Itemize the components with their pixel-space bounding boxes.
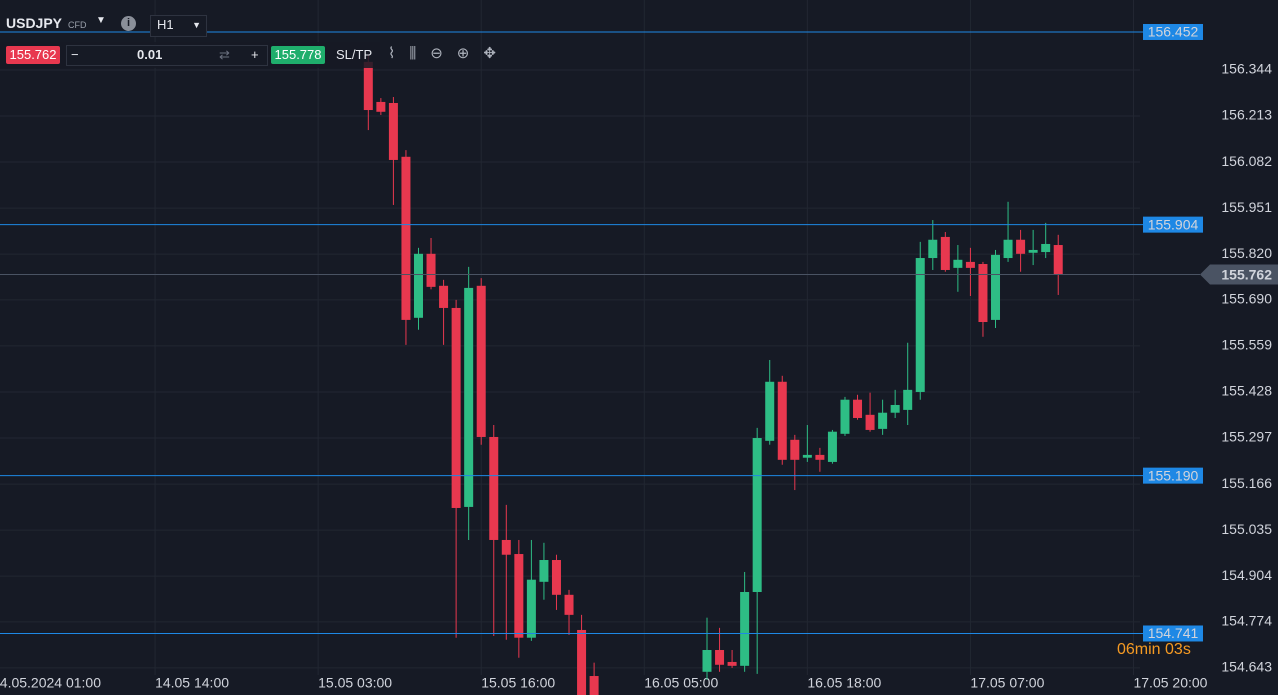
candle-body: [715, 650, 725, 665]
candle-body: [890, 404, 900, 413]
bid-button[interactable]: 155.762: [6, 46, 60, 64]
ask-button[interactable]: 155.778: [271, 46, 325, 64]
candle-body: [464, 287, 474, 507]
price-line-label: 156.452: [1148, 24, 1199, 40]
candle-body: [577, 629, 587, 695]
plus[interactable]: +: [251, 47, 259, 62]
current-price-label: 155.762: [1221, 266, 1272, 282]
symbol[interactable]: USDJPY: [6, 15, 63, 31]
candle-body: [589, 676, 599, 695]
info-icon[interactable]: i: [121, 16, 136, 31]
dropdown-arrow: ▼: [192, 20, 201, 30]
x-tick-label: 16.05 05:00: [644, 675, 718, 691]
candle-body: [878, 412, 888, 429]
y-tick-label: 155.035: [1221, 521, 1272, 537]
candle-body: [903, 389, 913, 410]
candle-body: [439, 285, 449, 308]
candle-body: [1041, 243, 1051, 253]
y-tick-label: 155.297: [1221, 429, 1272, 445]
symbol-dropdown[interactable]: ▼: [96, 15, 106, 26]
y-tick-label: 155.166: [1221, 475, 1272, 491]
candle-body: [940, 236, 950, 270]
symbol-type: CFD: [68, 20, 87, 30]
x-tick-label: 17.05 20:00: [1133, 675, 1207, 691]
price-line-label-box: [1143, 625, 1203, 642]
candle-body: [489, 436, 499, 540]
candle-body: [740, 591, 750, 666]
y-tick-label: 154.643: [1221, 659, 1272, 675]
swap-icon[interactable]: ⇄: [219, 47, 230, 62]
tool-icons[interactable]: ⌇⫼⊖⊕✥: [388, 45, 510, 62]
candle-body: [564, 594, 574, 615]
current-price-box: [1200, 264, 1278, 285]
x-tick-label: 15.05 16:00: [481, 675, 555, 691]
candle-body: [777, 381, 787, 460]
x-tick-label: 15.05 03:00: [318, 675, 392, 691]
candle-body: [928, 239, 938, 259]
price-line-label: 155.904: [1148, 216, 1199, 232]
minus[interactable]: −: [71, 47, 79, 62]
candle-body: [840, 399, 850, 434]
candle-body: [376, 101, 386, 112]
y-tick-label: 154.774: [1221, 613, 1272, 629]
candle-body: [865, 414, 875, 430]
candle-body: [991, 254, 1001, 320]
price-line-label-box: [1143, 216, 1203, 233]
x-tick-label: 17.05 07:00: [970, 675, 1044, 691]
candle-body: [401, 156, 411, 320]
candle-body: [727, 661, 737, 666]
candle-body: [702, 650, 712, 672]
y-tick-label: 155.559: [1221, 337, 1272, 353]
lot: 0.01: [137, 47, 163, 62]
candle-body: [413, 253, 423, 318]
candle-body: [476, 285, 486, 437]
y-tick-label: 156.082: [1221, 153, 1272, 169]
candle-body: [790, 439, 800, 460]
candle-body: [526, 579, 536, 638]
y-tick-label: 154.904: [1221, 567, 1272, 583]
candle-body: [752, 438, 762, 592]
timeframe-select[interactable]: H1 ▼: [150, 15, 207, 37]
price-line-label-box: [1143, 23, 1203, 40]
candle-body: [915, 258, 925, 392]
candle-body: [514, 554, 524, 638]
candle-body: [1028, 249, 1038, 253]
y-tick-label: 155.690: [1221, 291, 1272, 307]
lot-input[interactable]: − 0.01 ⇄ +: [66, 45, 268, 66]
candle-body: [1016, 239, 1026, 254]
candle-body: [551, 560, 561, 595]
candle-body: [1003, 239, 1013, 259]
candle-body: [827, 431, 837, 462]
candle-body: [853, 399, 863, 418]
sltp-button[interactable]: SL/TP: [336, 47, 373, 62]
y-tick-label: 156.213: [1221, 107, 1272, 123]
timeframe: H1: [157, 17, 174, 32]
candle-body: [426, 253, 436, 287]
candle-body: [539, 560, 549, 582]
candle-body: [965, 261, 975, 268]
price-line-label: 155.190: [1148, 467, 1199, 483]
candle-body: [451, 307, 461, 508]
candle-body: [388, 103, 398, 160]
candle-body: [363, 61, 373, 111]
x-tick-label: 16.05 18:00: [807, 675, 881, 691]
y-tick-label: 155.820: [1221, 245, 1272, 261]
candle-body: [765, 381, 775, 441]
candle-timer: 06min 03s: [1117, 641, 1191, 658]
candle-body: [802, 454, 812, 458]
candle-body: [501, 539, 511, 555]
candle-body: [978, 264, 988, 323]
price-line-label: 154.741: [1148, 625, 1199, 641]
price-line-label-box: [1143, 467, 1203, 484]
candle-body: [815, 454, 825, 460]
x-tick-label: 14.05 14:00: [155, 675, 229, 691]
x-tick-label: 14.05.2024 01:00: [0, 675, 101, 691]
y-tick-label: 155.951: [1221, 199, 1272, 215]
candle-body: [1053, 245, 1063, 275]
y-tick-label: 156.344: [1221, 61, 1272, 77]
y-tick-label: 155.428: [1221, 383, 1272, 399]
candle-body: [953, 259, 963, 268]
